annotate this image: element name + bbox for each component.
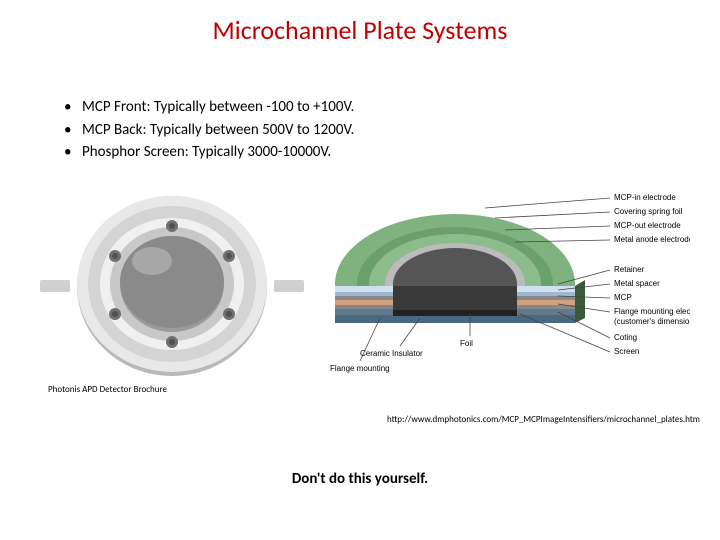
page-title: Microchannel Plate Systems [0,0,720,46]
diagram-label: Retainer [614,265,645,274]
diagram-label: MCP-out electrode [614,221,681,230]
bullet-item: •MCP Front: Typically between -100 to +1… [64,96,354,119]
diagram-label: Coting [614,333,637,342]
diagram-label: Metal anode electrode [614,235,690,244]
footnote-warning: Don't do this yourself. [0,470,720,488]
diagram-label: Screen [614,347,639,356]
diagram-label: Flange mounting [330,364,390,373]
figure-caption-right: http://www.dmphotonics.com/MCP_MCPImageI… [387,414,700,425]
diagram-label: Foil [460,339,473,348]
bullet-list: •MCP Front: Typically between -100 to +1… [64,96,354,164]
figure-caption-left: Photonis APD Detector Brochure [48,384,167,395]
bullet-item: •Phosphor Screen: Typically 3000-10000V. [64,141,354,164]
detector-photo [32,186,312,386]
bullet-text: MCP Front: Typically between -100 to +10… [82,98,354,116]
bullet-text: Phosphor Screen: Typically 3000-10000V. [82,143,331,161]
diagram-label: MCP-in electrode [614,193,676,202]
bullet-text: MCP Back: Typically between 500V to 1200… [82,121,354,139]
diagram-label: MCP [614,293,632,302]
diagram-label: Ceramic Insulator [360,349,423,358]
diagram-label: (customer's dimensions) [614,317,690,326]
bullet-item: •MCP Back: Typically between 500V to 120… [64,119,354,142]
diagram-label: Covering spring foil [614,207,683,216]
diagram-label: Metal spacer [614,279,660,288]
diagram-label: Flange mounting electrode [614,307,690,316]
cutaway-diagram: MCP-in electrode Covering spring foil MC… [320,186,690,386]
